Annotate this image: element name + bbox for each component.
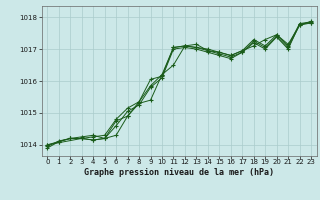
X-axis label: Graphe pression niveau de la mer (hPa): Graphe pression niveau de la mer (hPa) bbox=[84, 168, 274, 177]
